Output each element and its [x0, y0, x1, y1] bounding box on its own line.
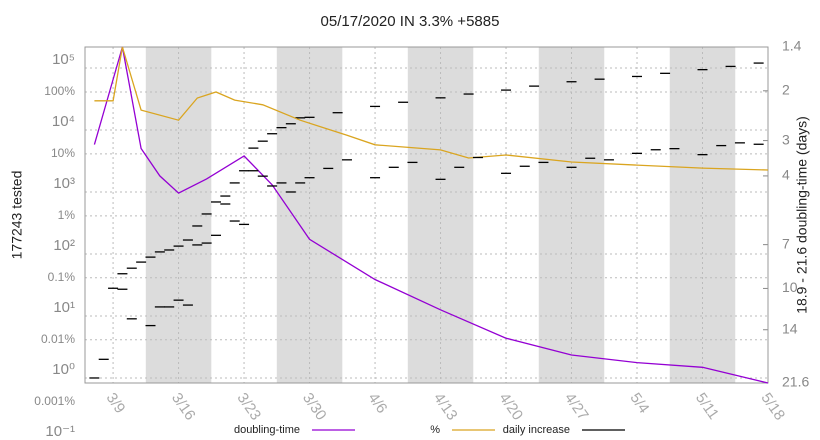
series-line [94, 46, 769, 171]
y-tick-label: 10² [53, 237, 75, 254]
x-tick-label: 4/20 [495, 390, 526, 424]
x-tick-label: 3/9 [103, 390, 129, 417]
x-tick-label: 4/13 [430, 390, 461, 424]
y2-tick-label: 7 [782, 235, 790, 251]
x-tick-label: 4/27 [561, 390, 592, 424]
plot-frame [84, 46, 769, 384]
x-tick-label: 3/16 [168, 390, 199, 424]
x-tick-label: 5/11 [692, 390, 722, 423]
x-tick-label: 5/18 [757, 390, 788, 424]
y2-tick-label: 1.4 [782, 38, 802, 54]
y2-axis-label: 18.9 - 21.6 doubling-time (days) [794, 116, 810, 314]
x-tick-label: 3/23 [234, 390, 265, 424]
percent-tick-label: 0.01% [41, 332, 75, 346]
percent-tick-label: 0.1% [48, 270, 76, 284]
y2-tick-label: 10 [782, 279, 798, 295]
y-tick-label: 10³ [53, 175, 75, 192]
legend-label: % [430, 424, 440, 436]
y2-tick-label: 2 [782, 82, 790, 98]
x-tick-label: 5/4 [626, 390, 652, 417]
y-tick-label: 10⁻¹ [45, 423, 75, 440]
y2-tick-label: 21.6 [782, 374, 809, 390]
y2-tick-label: 14 [782, 320, 798, 336]
x-tick-label: 3/30 [299, 390, 330, 424]
series-line [93, 46, 769, 384]
x-tick-label: 4/6 [365, 390, 391, 417]
percent-tick-label: 0.001% [34, 394, 75, 408]
y2-tick-label: 4 [782, 167, 790, 183]
percent-tick-label: 1% [58, 208, 76, 222]
legend-label: doubling-time [234, 424, 300, 436]
percent-tick-label: 100% [44, 84, 75, 98]
legend-label: daily increase [503, 424, 570, 436]
y-axis-label: 177243 tested [9, 171, 25, 260]
percent-tick-label: 10% [51, 146, 75, 160]
y-tick-label: 10⁰ [52, 361, 75, 378]
y-tick-label: 10¹ [53, 299, 75, 316]
chart-title: 05/17/2020 IN 3.3% +5885 [321, 13, 500, 30]
y-tick-label: 10⁴ [52, 113, 75, 130]
y-tick-label: 10⁵ [52, 51, 75, 68]
y2-tick-label: 3 [782, 131, 790, 147]
